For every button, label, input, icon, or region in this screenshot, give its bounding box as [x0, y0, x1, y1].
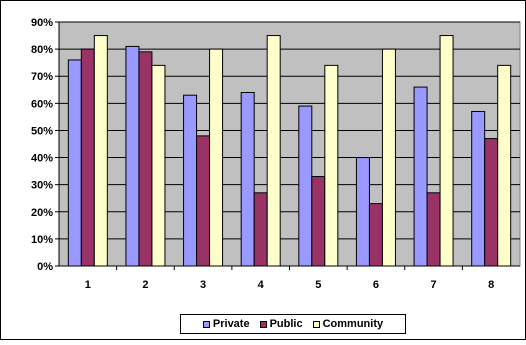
bar-public-7: [426, 192, 441, 267]
bar-public-2: [138, 51, 153, 267]
y-tick-label: 0%: [37, 261, 53, 273]
legend: Private Public Community: [180, 314, 406, 334]
legend-label-private: Private: [212, 318, 250, 330]
bar-public-3: [196, 135, 211, 267]
bar-community-1: [93, 35, 108, 267]
legend-label-public: Public: [269, 318, 303, 330]
bar-private-7: [413, 86, 428, 267]
x-tick-label: 6: [373, 279, 379, 291]
y-tick-label: 50%: [31, 125, 53, 137]
legend-swatch-private: [202, 320, 210, 328]
bar-private-1: [67, 59, 82, 267]
legend-swatch-public: [259, 320, 267, 328]
y-tick-label: 10%: [31, 234, 53, 246]
bar-community-6: [381, 48, 396, 267]
x-tick-label: 1: [85, 279, 91, 291]
y-tick-label: 70%: [31, 71, 53, 83]
x-tick-label: 5: [315, 279, 321, 291]
y-tick-label: 20%: [31, 207, 53, 219]
legend-item-public: Public: [259, 318, 303, 330]
bar-public-8: [484, 138, 499, 267]
legend-item-private: Private: [202, 318, 250, 330]
x-tick-label: 8: [488, 279, 494, 291]
x-tick-label: 2: [142, 279, 148, 291]
bar-private-2: [125, 45, 140, 267]
legend-item-community: Community: [312, 318, 384, 330]
y-tick-label: 60%: [31, 98, 53, 110]
bar-public-4: [253, 192, 268, 267]
legend-label-community: Community: [322, 318, 384, 330]
bar-public-1: [80, 48, 95, 267]
x-tick-label: 4: [258, 279, 265, 291]
bar-private-4: [240, 91, 255, 267]
y-tick-label: 30%: [31, 180, 53, 192]
y-tick-label: 40%: [31, 153, 53, 165]
x-tick-label: 7: [431, 279, 437, 291]
bar-community-7: [439, 35, 454, 267]
bar-private-8: [471, 110, 486, 267]
y-tick-label: 80%: [31, 44, 53, 56]
bar-private-6: [355, 157, 370, 267]
x-tick-label: 3: [200, 279, 206, 291]
bar-private-5: [298, 105, 313, 267]
bar-community-8: [497, 64, 512, 267]
bar-community-2: [151, 64, 166, 267]
y-tick-label: 90%: [31, 17, 53, 29]
bar-public-5: [311, 176, 326, 267]
bar-community-3: [209, 48, 224, 267]
bar-private-3: [183, 94, 198, 267]
bar-community-5: [324, 64, 339, 267]
bar-public-6: [368, 203, 383, 267]
bar-community-4: [266, 35, 281, 267]
legend-swatch-community: [312, 320, 320, 328]
